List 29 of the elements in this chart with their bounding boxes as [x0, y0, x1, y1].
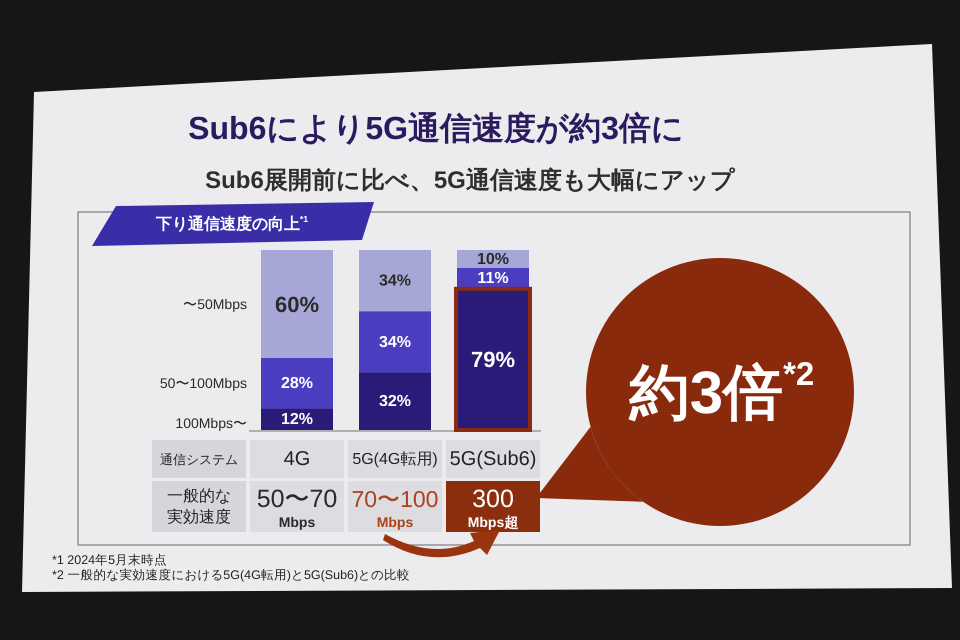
data-label: 28% [280, 374, 314, 392]
text: Mbps超 [468, 514, 518, 530]
text: 300 [472, 485, 514, 513]
series-label: 50〜100Mbps [160, 375, 247, 392]
text: *2 一般的な実効速度における5G(4G転用)と5G(Sub6)との比較 [52, 567, 410, 582]
data-label: 79% [470, 346, 516, 372]
data-label: 34% [378, 333, 412, 350]
text: 一般的な実効速度 [167, 488, 231, 526]
text: 約3倍$^{*2}$ [628, 355, 814, 426]
text: *1 2024年5月末時点 [52, 553, 168, 567]
x-axis-title: 通信システム [160, 452, 238, 466]
x-tick-label: 5G(4G転用) [352, 450, 438, 468]
text: 50〜70 [256, 485, 338, 513]
data-label: 60% [274, 292, 320, 316]
data-label: 34% [378, 272, 412, 290]
data-label: 10% [476, 250, 510, 268]
text: 70〜100 [352, 486, 438, 512]
series-label: 100Mbps〜 [175, 415, 247, 432]
chart-subtitle: Sub6展開前に比べ、5G通信速度も大幅にアップ [205, 166, 736, 194]
series-label: 〜50Mbps [183, 296, 247, 312]
data-label: 32% [378, 392, 412, 410]
text: Mbps [278, 514, 316, 530]
text: Mbps [376, 514, 414, 530]
x-tick-label: 5G(Sub6) [450, 448, 536, 470]
data-label: 12% [280, 410, 314, 428]
x-tick-label: 4G [284, 448, 310, 470]
data-label: 11% [477, 269, 509, 286]
chart-title: Sub6により5G通信速度が約3倍に [188, 110, 684, 146]
text: 下り通信速度の向上$^{*1}$ [154, 214, 308, 232]
